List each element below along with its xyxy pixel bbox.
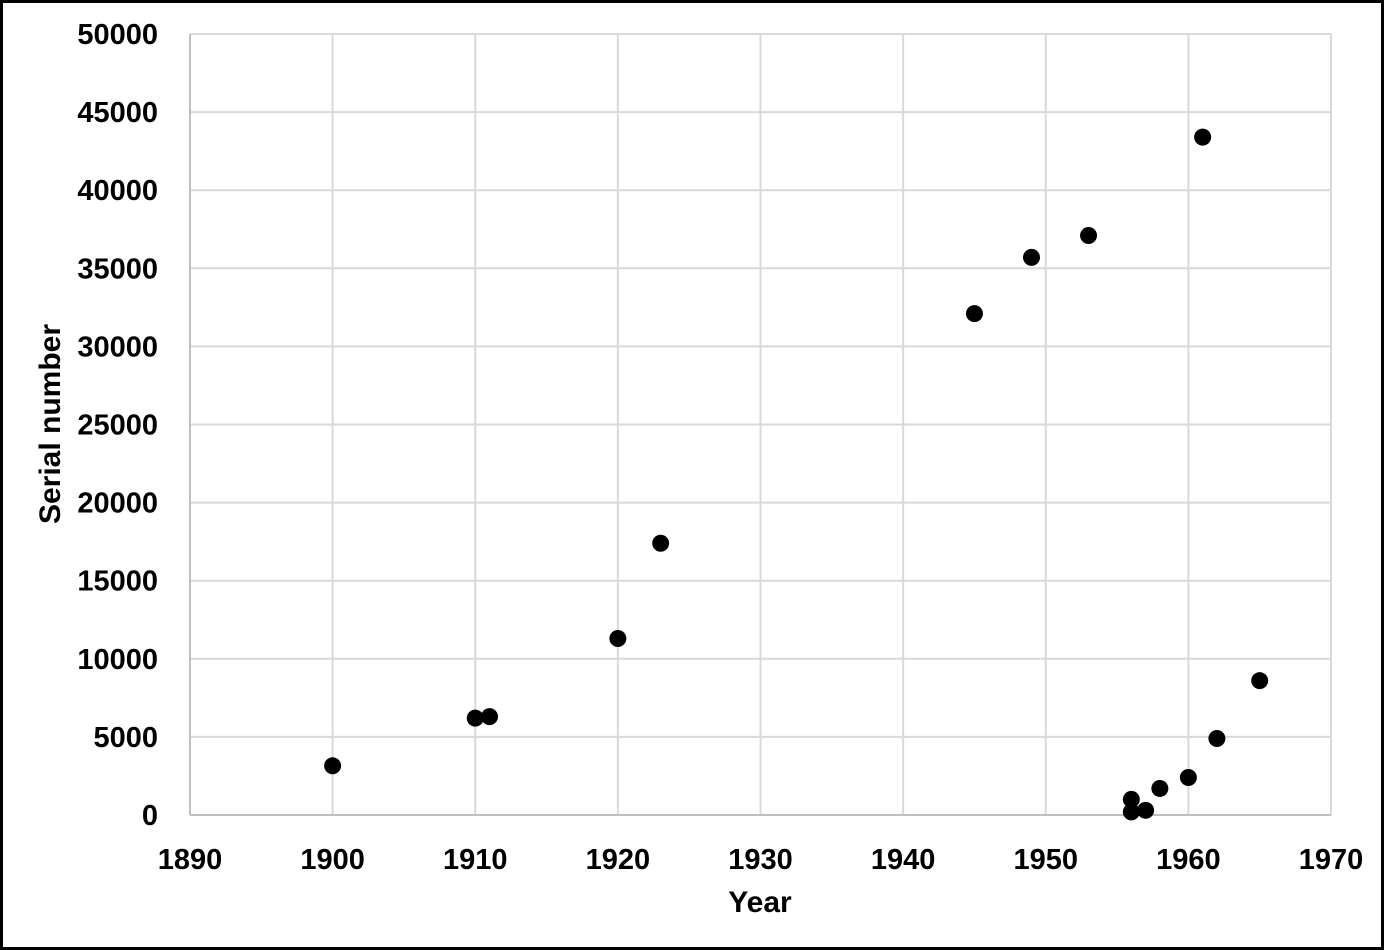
data-point — [466, 709, 484, 727]
y-tick-label: 15000 — [77, 566, 158, 598]
x-tick-label: 1970 — [1299, 844, 1364, 876]
y-tick-label: 10000 — [77, 644, 158, 676]
data-point — [1194, 128, 1212, 146]
y-tick-label: 40000 — [77, 175, 158, 207]
data-point — [1251, 672, 1269, 690]
data-point — [1137, 801, 1155, 819]
data-point — [481, 708, 499, 726]
x-tick-label: 1930 — [728, 844, 793, 876]
data-point — [652, 534, 670, 552]
scatter-chart: 0 5000 10000 15000 20000 25000 30000 35000 40000… — [77, 19, 1364, 876]
x-tick-label: 1940 — [871, 844, 936, 876]
x-tick-label: 1900 — [300, 844, 365, 876]
data-point — [324, 757, 342, 775]
data-point — [1179, 769, 1197, 787]
y-axis-title: Serial number — [34, 323, 67, 525]
data-point — [1080, 226, 1098, 244]
y-tick-label: 5000 — [93, 722, 158, 754]
gridlines — [189, 33, 1332, 816]
data-point — [609, 629, 627, 647]
data-point — [1151, 779, 1169, 797]
y-tick-label: 20000 — [77, 488, 158, 520]
x-tick-label: 1920 — [586, 844, 651, 876]
data-point — [1208, 729, 1226, 747]
y-tick-labels: 0 5000 10000 15000 20000 25000 30000 35000 40000… — [77, 19, 158, 832]
x-axis-title: Year — [728, 886, 792, 919]
data-point — [965, 305, 983, 323]
x-tick-label: 1890 — [158, 844, 223, 876]
x-tick-label: 1910 — [443, 844, 508, 876]
y-tick-label: 0 — [142, 800, 158, 832]
x-tick-label: 1960 — [1156, 844, 1221, 876]
y-tick-label: 45000 — [77, 97, 158, 129]
y-tick-label: 50000 — [77, 19, 158, 51]
data-points — [324, 128, 1269, 821]
x-tick-label: 1950 — [1013, 844, 1078, 876]
data-point — [1122, 790, 1140, 808]
data-point — [1122, 803, 1140, 821]
y-tick-label: 35000 — [77, 253, 158, 285]
y-tick-label: 30000 — [77, 331, 158, 363]
x-tick-labels: 1890 1900 1910 1920 1930 1940 1950 1960 1970 — [158, 844, 1364, 876]
data-point — [1022, 248, 1040, 266]
y-tick-label: 25000 — [77, 410, 158, 442]
